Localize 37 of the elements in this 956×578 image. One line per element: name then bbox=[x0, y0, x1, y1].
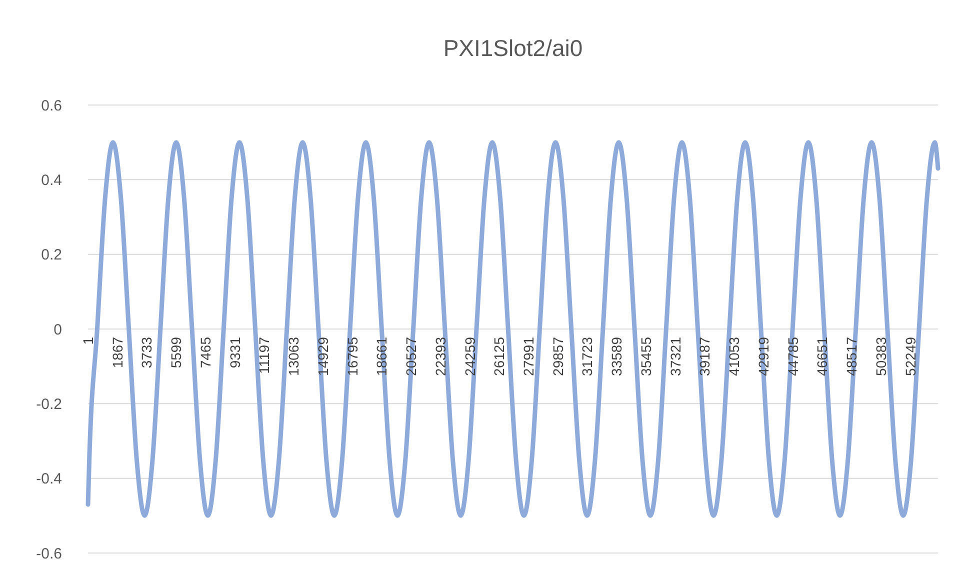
x-tick-label: 31723 bbox=[579, 336, 596, 376]
x-tick-label: 44785 bbox=[784, 336, 801, 376]
x-tick-label: 48517 bbox=[844, 336, 860, 376]
x-tick-label: 7465 bbox=[197, 336, 214, 368]
y-tick-label: -0.4 bbox=[36, 470, 62, 488]
x-tick-label: 3733 bbox=[138, 336, 155, 368]
x-tick-label: 33589 bbox=[608, 336, 625, 376]
x-tick-label: 26125 bbox=[491, 336, 508, 376]
x-tick-label: 18661 bbox=[374, 336, 390, 376]
x-tick-label: 41053 bbox=[726, 336, 742, 376]
x-tick-label: 14929 bbox=[314, 336, 331, 376]
chart-title: PXI1Slot2/ai0 bbox=[443, 35, 583, 61]
x-tick-label: 11197 bbox=[256, 336, 272, 374]
x-tick-label: 42919 bbox=[755, 336, 772, 376]
y-tick-label: -0.6 bbox=[36, 545, 62, 562]
x-tick-label: 20527 bbox=[403, 336, 419, 376]
x-tick-label: 37321 bbox=[667, 336, 684, 376]
x-tick-label: 29857 bbox=[550, 336, 566, 376]
x-tick-label: 24259 bbox=[462, 336, 478, 376]
x-tick-label: 13063 bbox=[286, 336, 302, 376]
x-tick-label: 22393 bbox=[432, 336, 448, 376]
x-tick-label: 50383 bbox=[872, 336, 889, 376]
y-tick-label: 0.4 bbox=[41, 172, 62, 189]
y-tick-label: 0.2 bbox=[41, 246, 62, 264]
x-tick-label: 27991 bbox=[520, 336, 536, 376]
x-tick-label: 39187 bbox=[696, 336, 713, 376]
y-tick-label: -0.2 bbox=[36, 396, 62, 413]
x-tick-label: 52249 bbox=[902, 336, 918, 376]
x-tick-label: 5599 bbox=[168, 336, 184, 368]
x-tick-label: 1 bbox=[80, 336, 96, 345]
y-tick-label: 0.6 bbox=[41, 97, 62, 114]
x-tick-label: 46651 bbox=[814, 336, 830, 376]
x-tick-label: 9331 bbox=[226, 336, 243, 368]
x-tick-label: 35455 bbox=[638, 336, 654, 376]
y-tick-label: 0 bbox=[54, 321, 62, 338]
x-tick-label: 16795 bbox=[344, 336, 360, 376]
x-tick-label: 1867 bbox=[109, 336, 126, 368]
